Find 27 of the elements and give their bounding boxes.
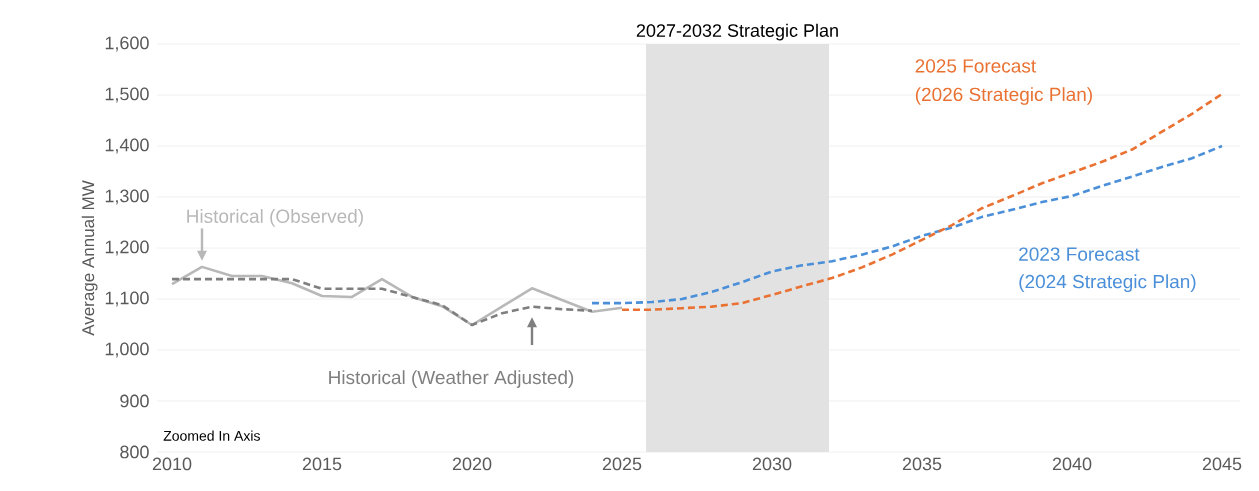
annotation: Zoomed In Axis: [163, 430, 260, 441]
y-tick-label: 800: [120, 445, 149, 459]
y-axis-title: Average Annual MW: [81, 180, 98, 336]
y-tick-label: 1,400: [105, 138, 149, 154]
y-tick-label: 1,300: [105, 189, 149, 205]
y-tick-label: 1,200: [105, 240, 149, 256]
x-tick-label: 2030: [752, 457, 792, 471]
x-tick-label: 2010: [152, 457, 192, 471]
y-tick-label: 1,600: [105, 36, 149, 52]
x-tick-label: 2015: [302, 457, 342, 471]
text: Historical (Observed): [187, 209, 363, 227]
text: Historical (Weather Adjusted): [329, 370, 574, 388]
y-tick-label: 900: [120, 394, 149, 408]
y-tick-label: 1,100: [105, 291, 149, 307]
x-tick-label: 2045: [1202, 457, 1242, 471]
annotation: (2026 Strategic Plan): [915, 87, 1092, 105]
line-series: [590, 144, 1224, 305]
text: 2025 Forecast: [915, 59, 1036, 73]
band-label: 2027-2032 Strategic Plan: [636, 23, 838, 41]
y-tick-label: 1,500: [105, 87, 149, 103]
text: 2023 Forecast: [1019, 247, 1140, 261]
x-tick-label: 2040: [1052, 457, 1092, 471]
annotation: (2024 Strategic Plan): [1019, 274, 1196, 293]
x-tick-label: 2025: [602, 457, 642, 471]
x-tick-label: 2020: [452, 457, 492, 471]
y-tick-label: 1,000: [105, 342, 149, 358]
x-tick-label: 2035: [902, 457, 942, 471]
